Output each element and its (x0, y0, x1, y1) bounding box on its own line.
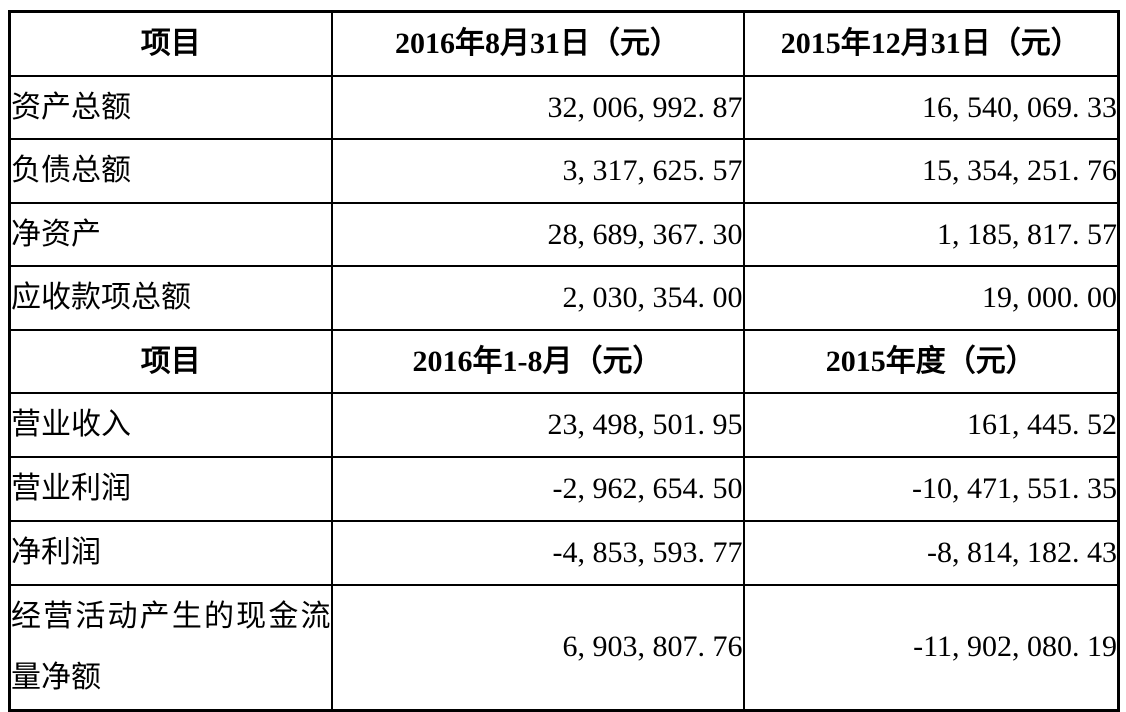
row-value-period-2: -10, 471, 551. 35 (742, 456, 1120, 522)
row-value-period-2: 19, 000. 00 (742, 265, 1120, 331)
row-label: 资产总额 (8, 74, 333, 140)
income-header-row: 项目 2016年1-8月（元） 2015年度（元） (8, 328, 1120, 394)
row-value-period-1: 3, 317, 625. 57 (330, 138, 745, 204)
balance-header-period-1: 2016年8月31日（元） (330, 10, 745, 77)
row-value-period-1: 23, 498, 501. 95 (330, 392, 745, 458)
row-value-period-1: 2, 030, 354. 00 (330, 265, 745, 331)
balance-header-item: 项目 (8, 10, 333, 77)
income-header-period-1: 2016年1-8月（元） (330, 328, 745, 394)
table-row-total-assets: 资产总额 32, 006, 992. 87 16, 540, 069. 33 (8, 74, 1120, 140)
row-label: 营业收入 (8, 392, 333, 458)
table-row-net-profit: 净利润 -4, 853, 593. 77 -8, 814, 182. 43 (8, 520, 1120, 586)
table-row-operating-revenue: 营业收入 23, 498, 501. 95 161, 445. 52 (8, 392, 1120, 458)
row-value-period-2: 1, 185, 817. 57 (742, 201, 1120, 267)
row-value-period-2: 15, 354, 251. 76 (742, 138, 1120, 204)
row-value-period-2: 161, 445. 52 (742, 392, 1120, 458)
row-label: 负债总额 (8, 138, 333, 204)
row-value-period-1: -2, 962, 654. 50 (330, 456, 745, 522)
balance-header-period-2: 2015年12月31日（元） (742, 10, 1120, 77)
row-label: 营业利润 (8, 456, 333, 522)
row-value-period-2: 16, 540, 069. 33 (742, 74, 1120, 140)
row-value-period-1: 32, 006, 992. 87 (330, 74, 745, 140)
row-value-period-1: 28, 689, 367. 30 (330, 201, 745, 267)
row-label: 净利润 (8, 520, 333, 586)
table-row-net-assets: 净资产 28, 689, 367. 30 1, 185, 817. 57 (8, 201, 1120, 267)
financial-summary-table: 项目 2016年8月31日（元） 2015年12月31日（元） 资产总额 32,… (8, 10, 1120, 712)
table-row-operating-profit: 营业利润 -2, 962, 654. 50 -10, 471, 551. 35 (8, 456, 1120, 522)
row-value-period-1: 6, 903, 807. 76 (330, 583, 745, 711)
income-header-period-2: 2015年度（元） (742, 328, 1120, 394)
income-header-item: 项目 (8, 328, 333, 394)
row-value-period-1: -4, 853, 593. 77 (330, 520, 745, 586)
row-value-period-2: -11, 902, 080. 19 (742, 583, 1120, 711)
table-row-receivables-total: 应收款项总额 2, 030, 354. 00 19, 000. 00 (8, 265, 1120, 331)
row-label: 经营活动产生的现金流量净额 (8, 583, 333, 711)
balance-header-row: 项目 2016年8月31日（元） 2015年12月31日（元） (8, 10, 1120, 77)
row-label: 应收款项总额 (8, 265, 333, 331)
row-value-period-2: -8, 814, 182. 43 (742, 520, 1120, 586)
row-label: 净资产 (8, 201, 333, 267)
table-row-operating-cash-flow: 经营活动产生的现金流量净额 6, 903, 807. 76 -11, 902, … (8, 583, 1120, 711)
table-row-total-liabilities: 负债总额 3, 317, 625. 57 15, 354, 251. 76 (8, 138, 1120, 204)
